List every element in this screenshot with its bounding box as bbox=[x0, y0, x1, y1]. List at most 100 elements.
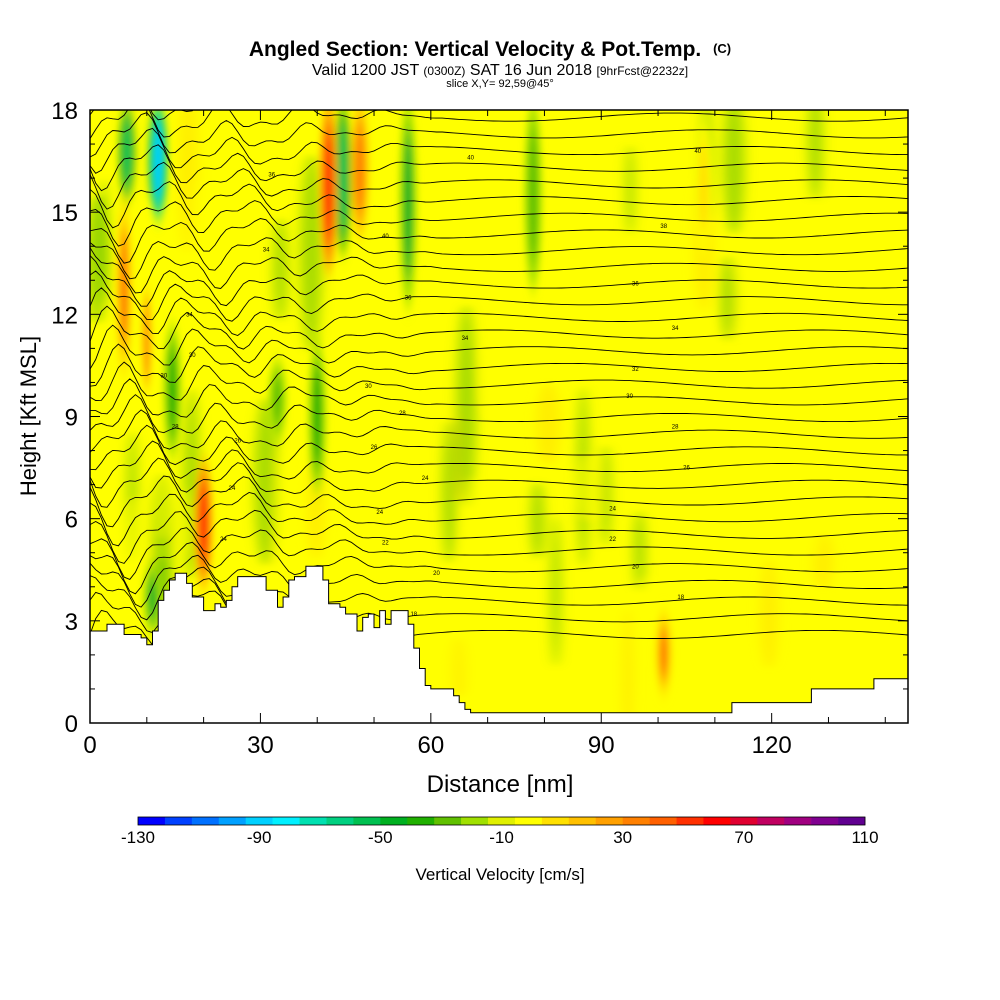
colorbar-swatch bbox=[676, 817, 704, 825]
colorbar-swatch bbox=[730, 817, 758, 825]
weak-velocity-cell bbox=[530, 481, 545, 560]
weak-velocity-cell bbox=[536, 383, 561, 465]
y-tick-label: 12 bbox=[51, 302, 78, 329]
isentrope-label: 28 bbox=[399, 411, 406, 417]
contour-labels: 36 40 40 34 40 38 36 36 34 34 34 30 32 30 30 30 28 28 28 26… bbox=[161, 149, 702, 618]
isentrope-line bbox=[90, 554, 908, 608]
weak-velocity-cell bbox=[551, 515, 561, 667]
colorbar-tick-label: -90 bbox=[247, 828, 272, 847]
isentrope-label: 20 bbox=[433, 571, 440, 577]
isentrope-label: 24 bbox=[422, 476, 429, 482]
isentrope-label: 30 bbox=[161, 374, 168, 380]
x-axis-ticks: 0 30 60 90 120 bbox=[83, 110, 886, 759]
colorbar-swatch bbox=[138, 817, 166, 825]
title-main: Angled Section: Vertical Velocity & Pot.… bbox=[249, 38, 701, 61]
isentrope-label: 28 bbox=[672, 425, 679, 431]
colorbar-swatch bbox=[407, 817, 435, 825]
colorbar-tick-label: -10 bbox=[489, 828, 514, 847]
colorbar-tick-label: 70 bbox=[734, 828, 753, 847]
isentrope-line bbox=[90, 218, 908, 264]
downdraft-cell bbox=[153, 120, 163, 202]
chart-subtitle: Valid 1200 JST (0300Z) SAT 16 Jun 2018 [… bbox=[312, 62, 688, 79]
colorbar-swatch bbox=[218, 817, 247, 825]
weak-velocity-cell bbox=[600, 444, 611, 547]
weak-velocity-cell bbox=[443, 568, 458, 723]
isentrope-line bbox=[90, 440, 908, 489]
colorbar-tick-label: -130 bbox=[121, 828, 155, 847]
isentrope-line bbox=[90, 324, 908, 370]
colorbar-swatch bbox=[838, 817, 866, 825]
colorbar-swatch bbox=[622, 817, 650, 825]
chart-titles: Angled Section: Vertical Velocity & Pot.… bbox=[249, 38, 731, 90]
chart-title: Angled Section: Vertical Velocity & Pot.… bbox=[249, 38, 731, 61]
weak-velocity-cell bbox=[720, 255, 736, 341]
isentrope-label: 28 bbox=[172, 425, 179, 431]
weak-velocity-cell bbox=[369, 110, 379, 219]
weak-velocity-cell bbox=[90, 427, 108, 578]
y-tick-label: 3 bbox=[65, 609, 78, 636]
subtitle-prefix: Valid 1200 JST bbox=[312, 62, 420, 79]
colorbar-frame bbox=[137, 816, 866, 826]
downdraft-cell bbox=[147, 575, 157, 622]
updraft-cell bbox=[324, 125, 334, 248]
isentrope-label: 36 bbox=[405, 295, 412, 301]
isentrope-line bbox=[90, 361, 908, 401]
colorbar-swatch bbox=[191, 817, 220, 825]
isentrope-label: 18 bbox=[677, 595, 684, 601]
isentrope-line bbox=[90, 527, 908, 580]
x-tick-label: 30 bbox=[247, 732, 274, 759]
weak-velocity-cell bbox=[462, 476, 478, 662]
isentrope-line bbox=[90, 343, 908, 387]
weak-velocity-cell bbox=[860, 460, 883, 587]
isentrope-line bbox=[90, 237, 908, 280]
updraft-cell bbox=[355, 121, 365, 218]
colorbar-swatch bbox=[595, 817, 623, 825]
isentrope-line bbox=[90, 112, 908, 158]
isentrope-line bbox=[90, 492, 908, 547]
y-tick-label: 9 bbox=[65, 405, 78, 432]
weak-velocity-cell bbox=[273, 217, 288, 321]
colorbar-swatch bbox=[811, 817, 839, 825]
downdraft-cell bbox=[403, 128, 413, 279]
weak-velocity-cell bbox=[551, 135, 561, 191]
subtitle-date: SAT 16 Jun 2018 bbox=[470, 62, 592, 79]
isentrope-label: 36 bbox=[632, 282, 639, 288]
downdraft-cell bbox=[528, 127, 538, 264]
colorbar-swatch bbox=[649, 817, 677, 825]
weak-velocity-cell bbox=[639, 577, 648, 663]
isentrope-line bbox=[90, 457, 908, 508]
colorbar-swatch bbox=[380, 817, 408, 825]
colorbar-label: Vertical Velocity [cm/s] bbox=[415, 865, 584, 884]
isentrope-label: 40 bbox=[382, 234, 389, 240]
isentrope-line bbox=[90, 287, 908, 337]
subtitle-forecast: [9hrFcst@2232z] bbox=[597, 64, 689, 78]
isentrope-label: 24 bbox=[229, 486, 236, 492]
weak-velocity-cell bbox=[483, 343, 500, 415]
weak-velocity-cell bbox=[300, 154, 323, 352]
colorbar-swatch bbox=[299, 817, 327, 825]
weak-velocity-cell bbox=[99, 179, 109, 304]
weak-velocity-cell bbox=[577, 454, 601, 521]
isentrope-label: 24 bbox=[220, 537, 227, 543]
weak-velocity-cell bbox=[625, 144, 635, 236]
updraft-cell bbox=[659, 624, 669, 682]
weak-velocity-cell bbox=[701, 622, 717, 723]
colorbar-swatch bbox=[703, 817, 731, 825]
isentrope-label: 26 bbox=[234, 438, 241, 444]
downdraft-cell bbox=[312, 362, 322, 471]
weak-velocity-cell bbox=[456, 304, 477, 508]
isentrope-label: 30 bbox=[189, 353, 196, 359]
isentrope-line bbox=[90, 394, 908, 434]
terrain-mask bbox=[90, 565, 908, 723]
isentrope-label: 30 bbox=[626, 394, 633, 400]
weak-velocity-cell bbox=[808, 110, 823, 200]
isentrope-line bbox=[90, 200, 908, 247]
x-tick-label: 60 bbox=[417, 732, 444, 759]
isentrope-label: 22 bbox=[609, 537, 616, 543]
weak-velocity-cell bbox=[868, 295, 886, 404]
weak-velocity-cell bbox=[274, 448, 283, 635]
isentrope-label: 34 bbox=[462, 336, 469, 342]
colorbar-swatch bbox=[461, 817, 489, 825]
weak-velocity-cell bbox=[640, 262, 655, 317]
